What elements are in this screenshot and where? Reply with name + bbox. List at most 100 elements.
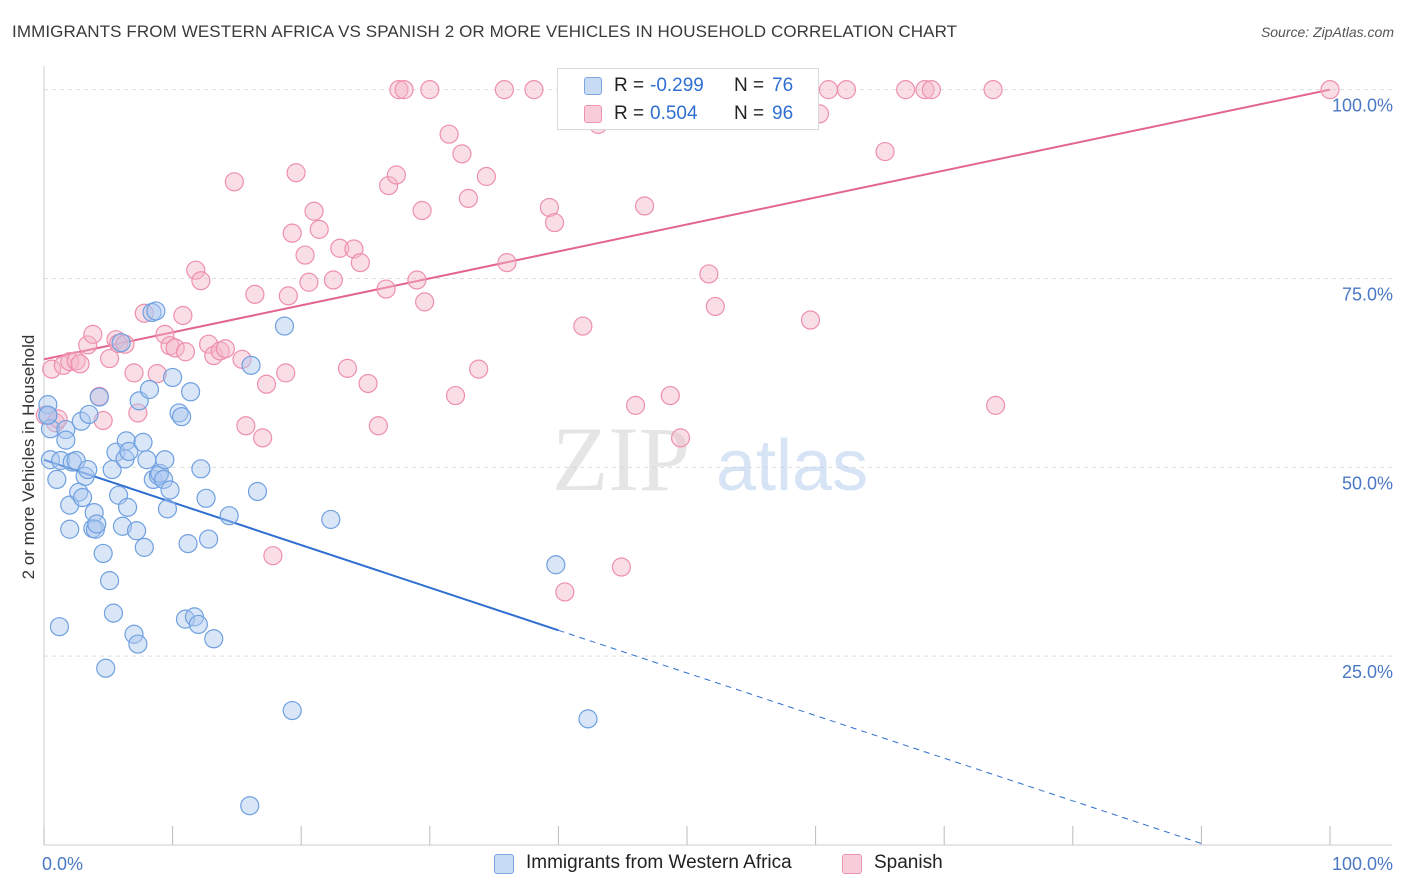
point-spanish	[494, 80, 514, 100]
axes	[43, 66, 1392, 846]
point-spanish	[818, 80, 839, 100]
r-label: R =	[614, 103, 645, 124]
point-western-africa	[117, 497, 138, 517]
point-western-africa	[160, 480, 180, 500]
point-western-africa	[321, 509, 341, 530]
point-western-africa	[274, 316, 295, 336]
point-spanish	[986, 395, 1006, 415]
point-spanish	[836, 80, 857, 100]
point-western-africa	[188, 614, 208, 635]
point-spanish	[175, 342, 196, 362]
point-spanish	[412, 200, 432, 221]
point-western-africa	[139, 379, 160, 400]
point-western-africa	[38, 395, 58, 415]
point-spanish	[539, 197, 559, 218]
point-western-africa	[78, 459, 98, 480]
point-western-africa	[191, 459, 211, 479]
point-spanish	[48, 409, 68, 429]
point-spanish	[215, 339, 235, 359]
r-value: -0.299	[650, 75, 704, 96]
point-spanish	[224, 172, 244, 192]
r-value: 0.504	[650, 103, 698, 124]
legend-row-western-africa: R = -0.299 N = 76	[558, 73, 818, 101]
point-western-africa	[71, 411, 91, 431]
chart-title: IMMIGRANTS FROM WESTERN AFRICA VS SPANIS…	[12, 22, 958, 41]
point-spanish	[544, 212, 565, 233]
n-label: N =	[734, 75, 765, 96]
gridlines	[44, 89, 1392, 657]
point-spanish	[191, 271, 211, 291]
point-spanish	[407, 270, 427, 290]
point-spanish	[915, 80, 935, 100]
point-spanish	[147, 364, 167, 384]
point-spanish	[42, 359, 62, 379]
point-western-africa	[137, 450, 157, 470]
point-western-africa	[247, 481, 268, 502]
point-spanish	[70, 354, 90, 374]
point-western-africa	[241, 355, 261, 375]
point-western-africa	[40, 450, 61, 470]
point-spanish	[263, 546, 283, 566]
point-western-africa	[60, 519, 80, 539]
point-spanish	[415, 292, 435, 312]
point-western-africa	[282, 700, 302, 721]
point-western-africa	[155, 450, 175, 470]
point-western-africa	[111, 333, 131, 353]
point-western-africa	[49, 617, 70, 637]
point-western-africa	[196, 488, 216, 508]
trend-line-solid	[43, 458, 559, 632]
point-western-africa	[163, 367, 183, 388]
point-spanish	[458, 188, 478, 209]
point-spanish	[186, 260, 206, 280]
point-spanish	[376, 279, 396, 299]
x-tick-label: 100.0%	[1332, 854, 1393, 874]
point-western-africa	[178, 534, 198, 554]
watermark-zip: ZIP	[552, 408, 690, 510]
watermark-atlas: atlas	[716, 426, 868, 506]
legend-row-spanish: R = 0.504 N = 96	[558, 101, 818, 129]
point-spanish	[439, 124, 459, 144]
point-spanish	[670, 428, 691, 448]
y-tick-labels: 25.0% 50.0% 75.0% 100.0%	[1332, 96, 1393, 683]
point-spanish	[452, 144, 472, 164]
point-spanish	[875, 141, 895, 162]
point-western-africa	[99, 571, 120, 591]
point-spanish	[1320, 80, 1340, 100]
point-spanish	[282, 223, 302, 243]
n-value: 76	[772, 75, 794, 96]
point-spanish	[295, 245, 315, 265]
point-western-africa	[124, 624, 144, 644]
point-western-africa	[133, 432, 153, 452]
point-spanish	[611, 557, 632, 577]
trend-line-dashed	[558, 629, 1202, 844]
point-spanish	[83, 324, 103, 344]
correlation-legend: R = -0.299 N = 76 R = 0.504 N = 96	[557, 68, 819, 130]
point-western-africa	[103, 603, 124, 623]
point-western-africa	[146, 301, 166, 321]
point-spanish	[134, 303, 154, 323]
point-western-africa	[578, 709, 598, 729]
point-western-africa	[96, 658, 116, 678]
point-western-africa	[134, 537, 154, 557]
point-western-africa	[204, 629, 224, 649]
point-spanish	[323, 270, 343, 290]
legend-label: Spanish	[874, 852, 943, 873]
x-tick-label: 0.0%	[42, 854, 83, 874]
point-western-africa	[157, 499, 178, 519]
point-western-africa	[87, 514, 107, 534]
y-axis-label: 2 or more Vehicles in Household	[19, 335, 38, 580]
point-spanish	[309, 219, 329, 239]
point-spanish	[236, 416, 256, 436]
y-tick-label: 50.0%	[1342, 473, 1393, 493]
point-spanish	[921, 80, 941, 100]
point-western-africa	[126, 521, 147, 541]
point-western-africa	[93, 543, 113, 564]
legend-swatch-pink	[842, 854, 862, 874]
point-spanish	[983, 80, 1003, 100]
point-spanish	[389, 80, 409, 100]
y-tick-label: 25.0%	[1342, 662, 1393, 682]
point-spanish	[124, 363, 144, 383]
legend-swatch-blue	[494, 854, 514, 874]
point-spanish	[497, 253, 517, 273]
